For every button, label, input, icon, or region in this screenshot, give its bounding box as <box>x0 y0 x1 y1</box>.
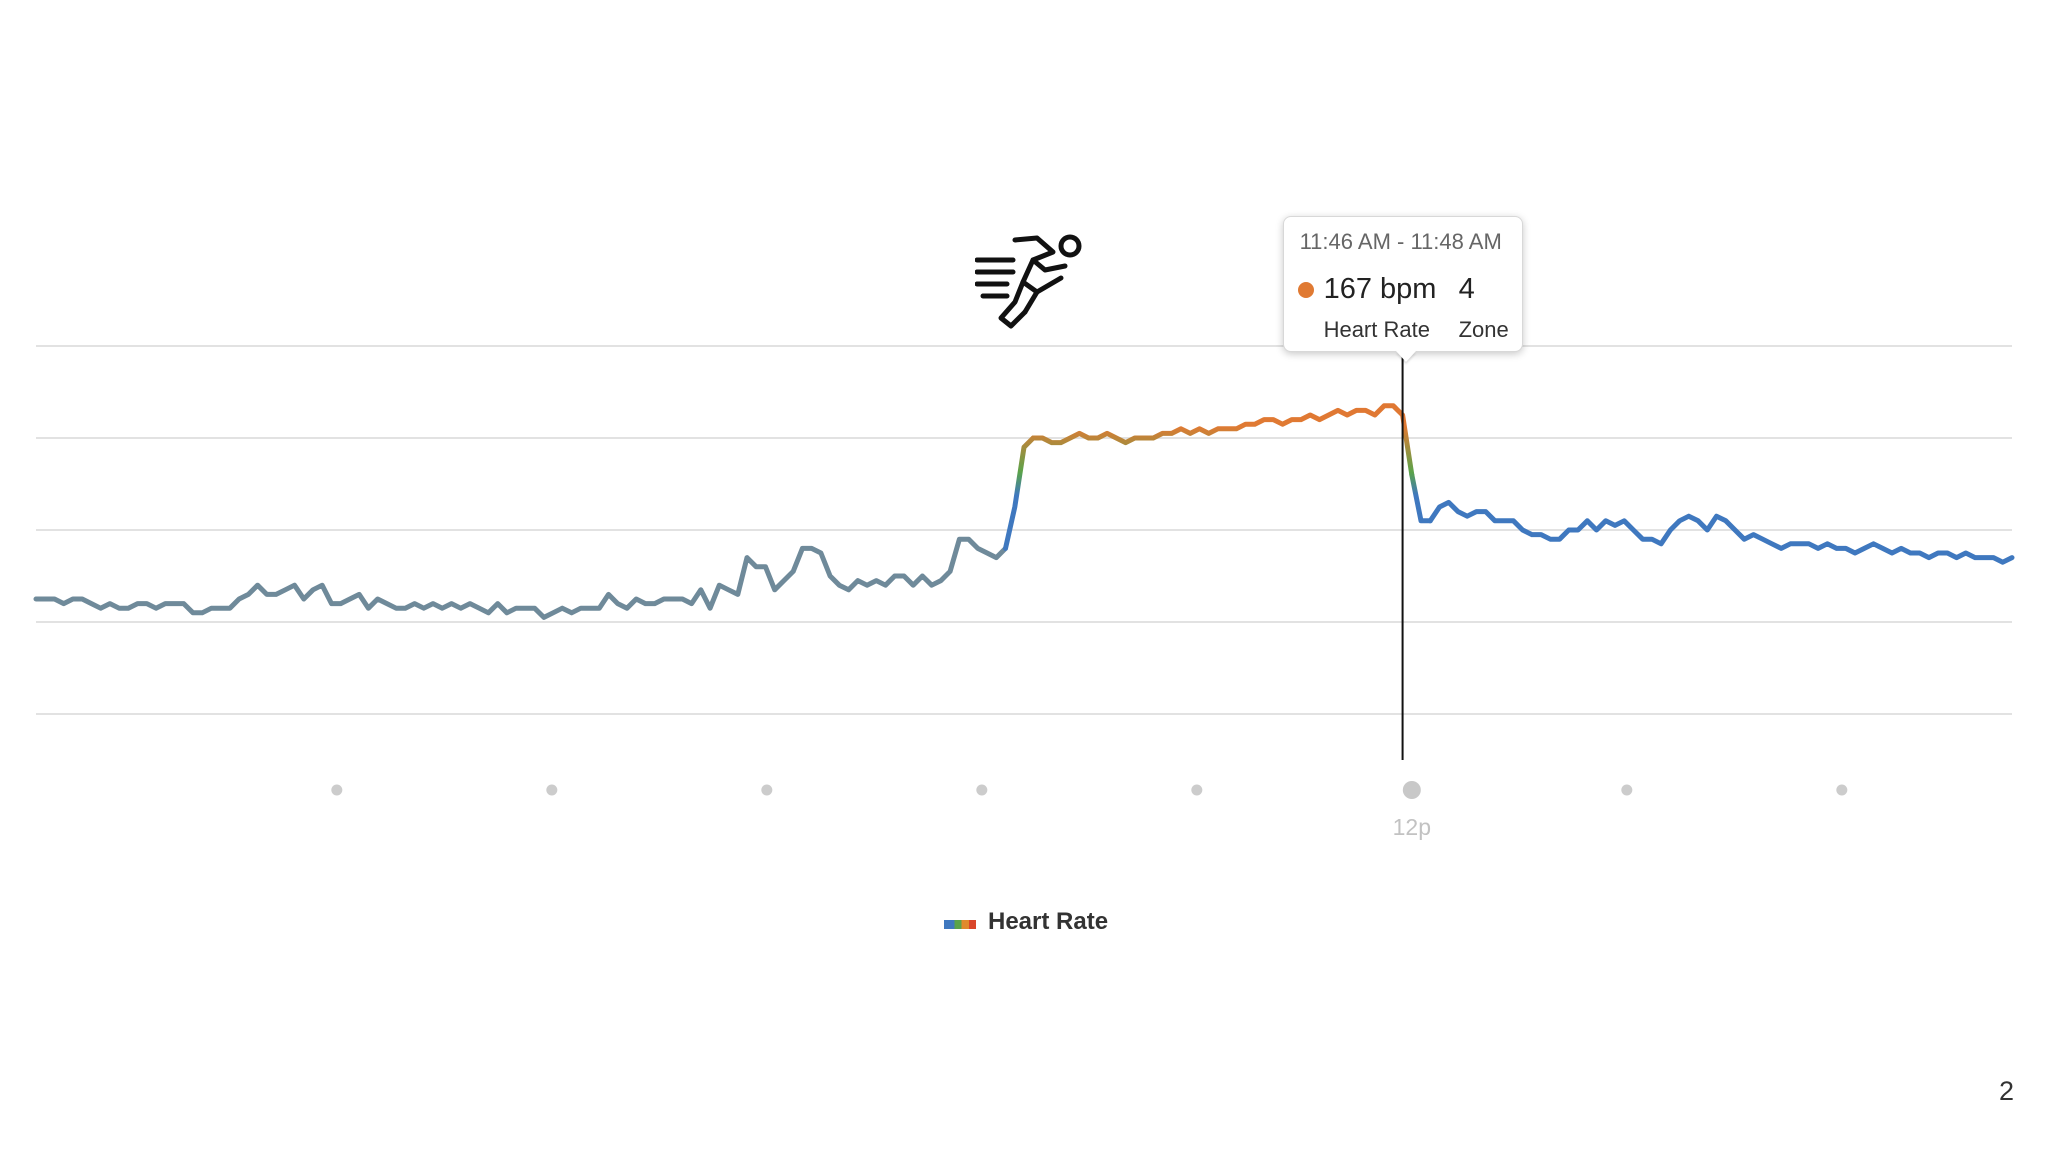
tooltip-zone-label: Zone <box>1458 317 1509 342</box>
x-tick-dot <box>976 784 988 796</box>
slide-number: 2 <box>1998 1076 2014 1106</box>
x-tick-major-dot <box>1402 781 1421 799</box>
x-tick-dot <box>1836 784 1848 796</box>
series-segment-climb[interactable] <box>1003 435 1036 551</box>
series-segment-drop[interactable] <box>1409 472 1433 524</box>
x-tick-dot <box>546 784 558 796</box>
tooltip-series-dot <box>1297 282 1314 298</box>
x-tick-dot <box>1621 784 1633 796</box>
tooltip-pointer <box>1395 351 1416 362</box>
tooltip-heart-rate-value: 167 bpm <box>1323 273 1437 305</box>
x-tick-dot <box>331 784 343 796</box>
running-person-icon <box>974 230 1090 340</box>
x-tick-label: 12p <box>1393 814 1431 840</box>
heart-rate-series[interactable] <box>33 403 2015 620</box>
tooltip-time-range: 11:46 AM - 11:48 AM <box>1299 229 1502 254</box>
series-segment-rest[interactable] <box>33 536 1008 620</box>
legend-swatch <box>944 919 976 929</box>
hover-tooltip: 11:46 AM - 11:48 AM 167 bpm 4 Heart Rate… <box>1282 216 1523 362</box>
x-tick-dot <box>1191 784 1203 796</box>
gridlines <box>36 345 2012 715</box>
series-segment-recovery[interactable] <box>1427 499 2015 565</box>
x-tick-dot <box>761 784 773 796</box>
legend-label: Heart Rate <box>988 908 1109 935</box>
chart-legend[interactable]: Heart Rate <box>944 908 1108 936</box>
tooltip-zone-value: 4 <box>1458 273 1475 305</box>
tooltip-heart-rate-label: Heart Rate <box>1323 317 1430 342</box>
series-segment-active[interactable] <box>1030 403 1415 478</box>
x-axis-ticks: 12p <box>331 781 1848 840</box>
